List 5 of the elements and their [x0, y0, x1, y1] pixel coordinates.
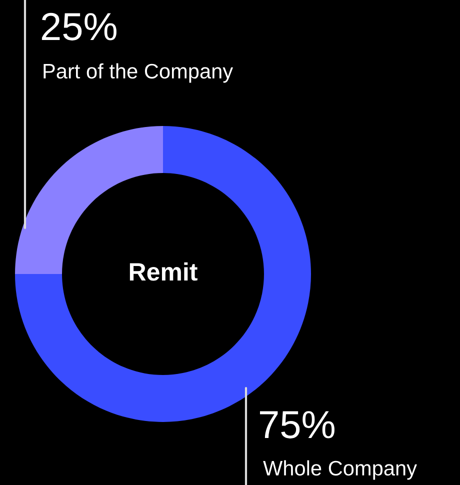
slice-label: Part of the Company: [44, 63, 234, 83]
slice-label: Whole Company: [263, 460, 417, 480]
text: Remit: [130, 262, 198, 281]
data-label: 75%: [260, 411, 334, 438]
data-label: 25%: [42, 12, 116, 40]
